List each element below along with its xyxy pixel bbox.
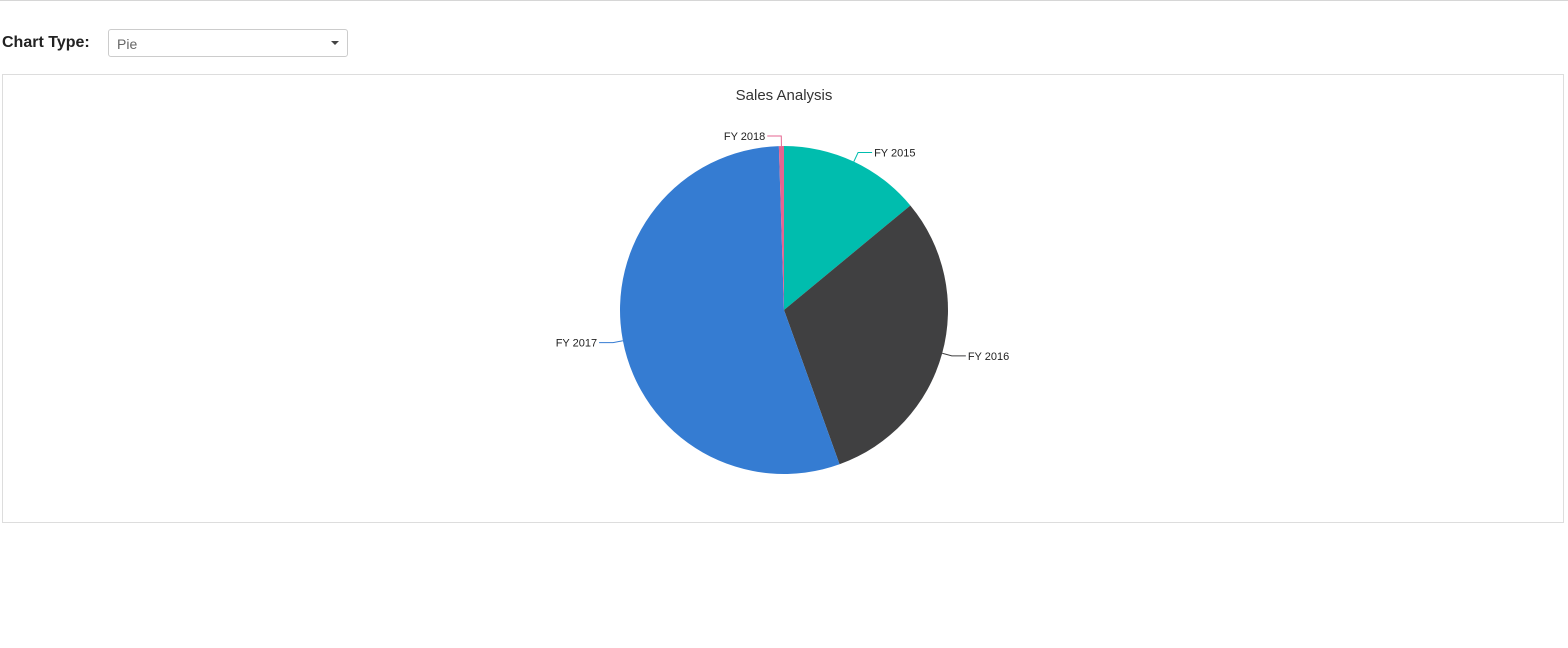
slice-label: FY 2018 [724, 131, 765, 143]
slice-label: FY 2015 [874, 148, 915, 160]
pie-slice-fy-2017[interactable] [619, 146, 840, 475]
slice-labels: FY 2015 FY 2016 FY 2017 FY 2018 [556, 131, 1010, 363]
chevron-down-icon[interactable] [331, 41, 339, 45]
pie-slice-fy-2018[interactable] [778, 146, 784, 310]
pie-slice-fy-2015[interactable] [784, 146, 911, 310]
pie-slices [619, 146, 948, 475]
chart-container: Sales Analysis FY 2015 FY 2016 FY 2017 FY 2… [2, 74, 1564, 523]
chart-type-control: Chart Type: Pie [2, 28, 348, 58]
pie-slice-fy-2016[interactable] [784, 205, 948, 465]
chart-type-dropdown[interactable]: Pie [108, 29, 348, 57]
chart-type-selected-value: Pie [117, 36, 138, 52]
chart-type-label: Chart Type: [2, 34, 90, 51]
label-connector [853, 152, 873, 162]
label-connector [599, 340, 623, 344]
slice-label: FY 2017 [556, 338, 597, 350]
top-divider [0, 0, 1568, 1]
chart-title: Sales Analysis [736, 87, 833, 104]
label-connector [767, 135, 782, 147]
slice-label: FY 2016 [968, 351, 1009, 363]
label-connector [942, 352, 966, 357]
label-connectors [599, 135, 966, 357]
